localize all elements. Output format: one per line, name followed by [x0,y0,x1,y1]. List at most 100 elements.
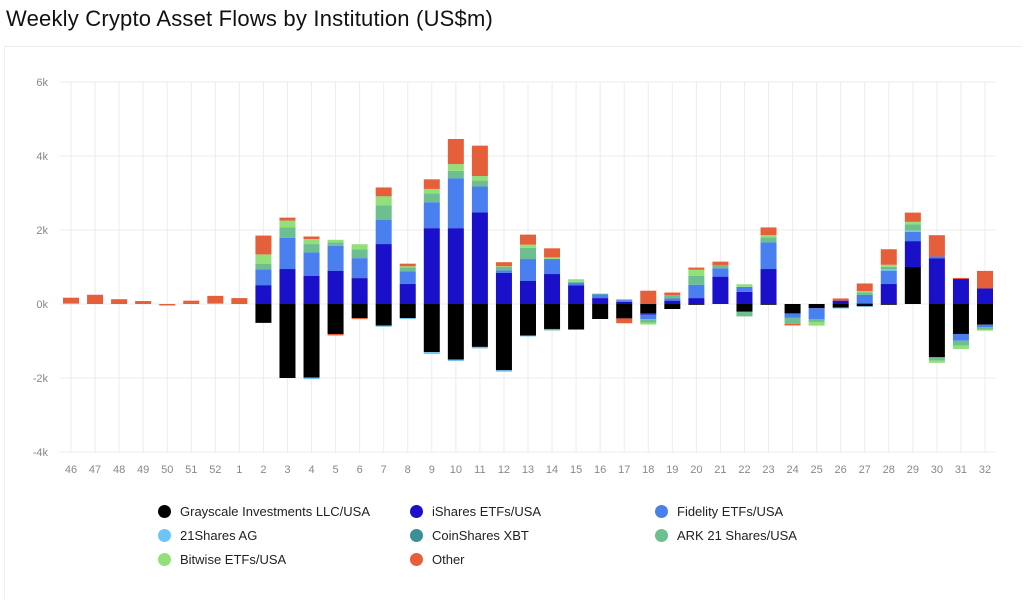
bar-segment [616,318,633,324]
bar-segment [63,297,79,304]
x-tick-label: 24 [786,464,798,476]
bar-segment [471,186,488,213]
x-tick-label: 7 [381,464,387,476]
bar-segment [87,294,104,304]
legend-label: Bitwise ETFs/USA [180,552,287,567]
x-tick-label: 31 [955,464,967,476]
x-tick-label: 13 [522,464,534,476]
bar-segment [640,314,657,320]
y-tick-label: 6k [36,77,48,89]
bar-segment [255,269,272,286]
bar-segment [471,175,488,181]
bar-segment [399,267,416,272]
legend-marker-icon [410,505,423,518]
x-tick-label: 49 [137,464,149,476]
bar-segment [856,304,873,307]
y-tick-label: 0k [36,299,48,311]
y-tick-label: -2k [33,373,49,385]
legend-item[interactable]: Other [410,552,465,567]
legend-item[interactable]: Grayscale Investments LLC/USA [158,504,370,519]
bar-segment [159,304,176,306]
bar-segment [736,304,753,312]
bar-segment [904,231,921,242]
bar-segment [904,241,921,267]
bar-segment [856,292,873,295]
bar-segment [952,333,969,341]
bar-segment [423,179,440,189]
bar-segment [880,269,897,271]
bar-segment [279,269,296,304]
legend-item[interactable]: CoinShares XBT [410,528,529,543]
bar-segment [255,235,272,255]
bar-segment [520,259,536,281]
bar-segment [447,359,464,361]
bar-segment [664,304,681,309]
bar-segment [928,258,945,304]
bar-segment [495,370,512,372]
bar-segment [375,205,392,221]
legend-item[interactable]: iShares ETFs/USA [410,504,541,519]
bar-segment [351,258,368,279]
bar-segment [928,360,945,363]
bar-segment [111,299,128,304]
bar-segment [928,304,945,358]
x-tick-label: 9 [429,464,435,476]
bar-segment [351,278,368,304]
bar-segment [640,304,657,314]
legend-item[interactable]: Fidelity ETFs/USA [655,504,783,519]
bar-segment [664,298,681,301]
bar-segment [616,304,633,319]
bar-segment [327,333,344,336]
x-tick-label: 29 [907,464,919,476]
bar-segment [327,304,344,334]
legend-marker-icon [158,529,171,542]
bar-segment [207,295,224,304]
bar-segment [808,318,825,322]
bar-segment [880,249,897,265]
bar-segment [640,322,657,325]
bar-segment [712,276,729,304]
bar-segment [303,252,320,276]
bar-segment [592,294,609,299]
bar-segment [327,270,344,304]
bar-segment [63,303,79,305]
x-tick-label: 26 [835,464,847,476]
bar-segment [760,237,777,243]
legend-label: 21Shares AG [180,528,258,543]
bar-segment [399,304,416,319]
bar-segment [447,138,464,165]
bar-segment [447,170,464,179]
bar-segment [977,288,993,304]
bar-segment [904,267,921,304]
bar-segment [544,257,561,260]
bar-segment [423,352,440,354]
bar-segment [977,327,993,330]
bar-segment [447,228,464,304]
x-tick-label: 23 [762,464,774,476]
x-tick-label: 46 [65,464,77,476]
bar-segment [760,227,777,236]
legend-item[interactable]: ARK 21 Shares/USA [655,528,797,543]
bar-segment [832,300,849,304]
x-tick-label: 1 [236,464,242,476]
bar-segment [423,202,440,229]
bar-segment [351,249,368,259]
x-tick-label: 6 [357,464,363,476]
x-tick-label: 50 [161,464,173,476]
bar-segment [544,248,561,258]
y-tick-label: 4k [36,151,48,163]
legend-label: Fidelity ETFs/USA [677,504,784,519]
bar-segment [592,304,609,319]
legend-item[interactable]: Bitwise ETFs/USA [158,552,286,567]
bar-segment [736,291,753,304]
bar-segment [952,279,969,304]
bar-segment [471,145,488,176]
x-tick-label: 21 [714,464,726,476]
chart-title: Weekly Crypto Asset Flows by Institution… [6,6,494,31]
bar-segment [471,346,488,349]
legend-item[interactable]: 21Shares AG [158,528,257,543]
bar-segment [760,269,777,304]
bar-segment [808,308,825,319]
legend-label: iShares ETFs/USA [432,504,542,519]
